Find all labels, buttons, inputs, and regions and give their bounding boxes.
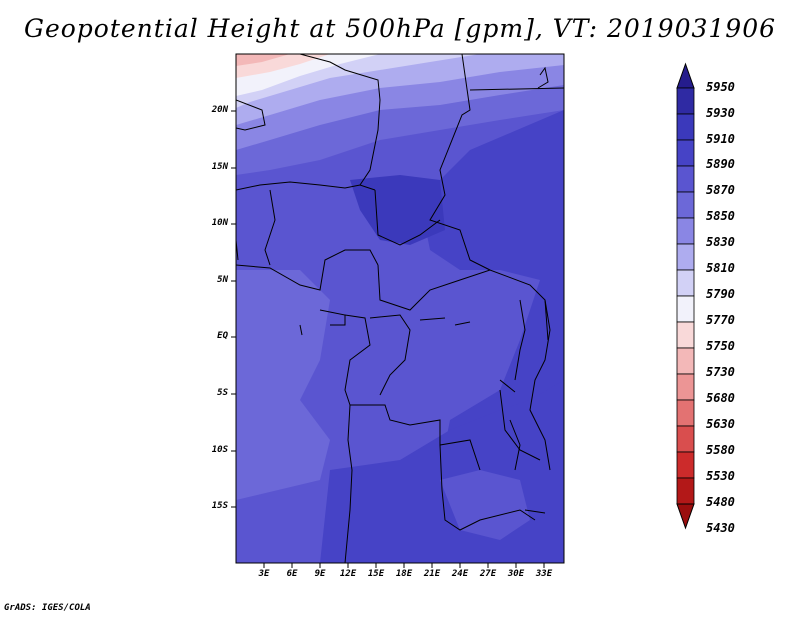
colorbar-swatch xyxy=(676,477,695,505)
lon-label-6e: 6E xyxy=(286,569,298,579)
colorbar-swatch xyxy=(676,217,695,245)
country-borders xyxy=(236,54,564,563)
colorbar-label: 5680 xyxy=(706,391,735,405)
lon-label-33e: 33E xyxy=(535,569,553,579)
lat-label-10s: 10S xyxy=(211,445,228,455)
lat-label-eq: EQ xyxy=(217,331,228,341)
lon-ticks xyxy=(263,563,545,568)
colorbar-label: 5950 xyxy=(706,80,735,94)
colorbar-swatch xyxy=(676,347,695,375)
field-5730 xyxy=(236,54,290,66)
colorbar-swatch xyxy=(676,295,695,323)
colorbar-swatch xyxy=(676,373,695,401)
colorbar-label: 5630 xyxy=(706,417,735,431)
field-5870-south-pocket xyxy=(440,470,530,540)
colorbar-swatch xyxy=(676,113,695,141)
colorbar-label: 5810 xyxy=(706,261,735,275)
footer-credit: GrADS: IGES/COLA xyxy=(4,603,91,613)
colorbar-label: 5910 xyxy=(706,132,735,146)
colorbar-swatch xyxy=(676,451,695,479)
colorbar-swatch xyxy=(676,139,695,167)
colorbar-swatch xyxy=(676,399,695,427)
colorbar-label: 5580 xyxy=(706,443,735,457)
colorbar-label: 5530 xyxy=(706,469,735,483)
colorbar-top-arrow xyxy=(676,62,695,89)
field-5850-west xyxy=(236,270,330,500)
colorbar-label: 5730 xyxy=(706,365,735,379)
lon-label-27e: 27E xyxy=(479,569,497,579)
lat-ticks xyxy=(231,110,236,508)
colorbar-label: 5430 xyxy=(706,521,735,535)
lon-label-12e: 12E xyxy=(339,569,357,579)
lon-label-24e: 24E xyxy=(451,569,469,579)
colorbar-label: 5870 xyxy=(706,183,735,197)
colorbar-label: 5790 xyxy=(706,287,735,301)
lat-label-20n: 20N xyxy=(211,105,228,115)
lat-label-15s: 15S xyxy=(211,501,228,511)
colorbar-swatch xyxy=(676,191,695,219)
colorbar xyxy=(676,62,695,530)
colorbar-label: 5830 xyxy=(706,235,735,249)
lon-label-30e: 30E xyxy=(507,569,525,579)
colorbar-swatch xyxy=(676,425,695,453)
lon-label-9e: 9E xyxy=(314,569,326,579)
lat-label-5s: 5S xyxy=(217,388,228,398)
colorbar-label: 5480 xyxy=(706,495,735,509)
lat-label-10n: 10N xyxy=(211,218,228,228)
field-5910-central xyxy=(350,175,445,245)
colorbar-bottom-arrow xyxy=(676,503,695,530)
colorbar-swatch xyxy=(676,243,695,271)
colorbar-label: 5770 xyxy=(706,313,735,327)
colorbar-swatch xyxy=(676,321,695,349)
colorbar-label: 5750 xyxy=(706,339,735,353)
colorbar-swatch xyxy=(676,165,695,193)
lon-label-21e: 21E xyxy=(423,569,441,579)
contour-field xyxy=(236,54,564,563)
colorbar-label: 5850 xyxy=(706,209,735,223)
lon-label-15e: 15E xyxy=(367,569,385,579)
colorbar-label: 5890 xyxy=(706,157,735,171)
lon-label-3e: 3E xyxy=(258,569,270,579)
lat-label-15n: 15N xyxy=(211,162,228,172)
lat-label-5n: 5N xyxy=(217,275,228,285)
map-title: Geopotential Height at 500hPa [gpm], VT:… xyxy=(23,14,777,43)
colorbar-swatch xyxy=(676,269,695,297)
map-frame xyxy=(235,53,565,564)
colorbar-swatch xyxy=(676,87,695,115)
colorbar-label: 5930 xyxy=(706,106,735,120)
lon-label-18e: 18E xyxy=(395,569,413,579)
